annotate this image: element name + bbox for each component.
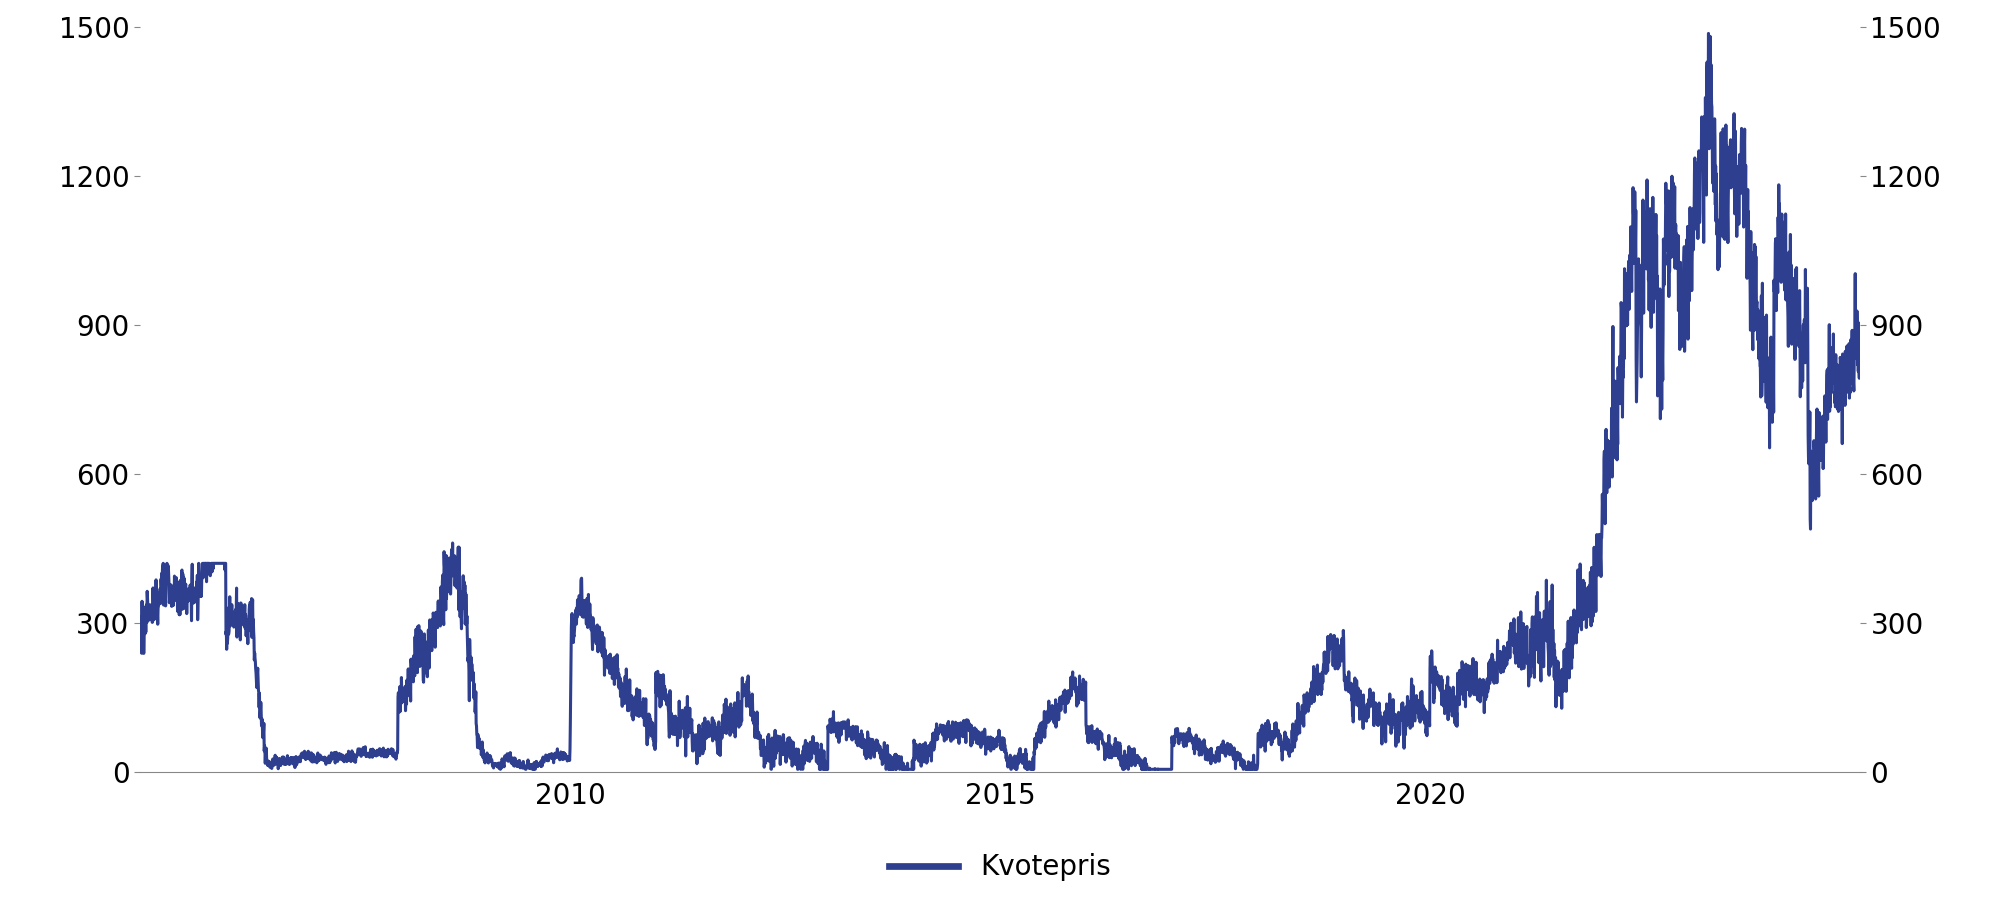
Legend: Kvotepris: Kvotepris — [878, 842, 1122, 892]
